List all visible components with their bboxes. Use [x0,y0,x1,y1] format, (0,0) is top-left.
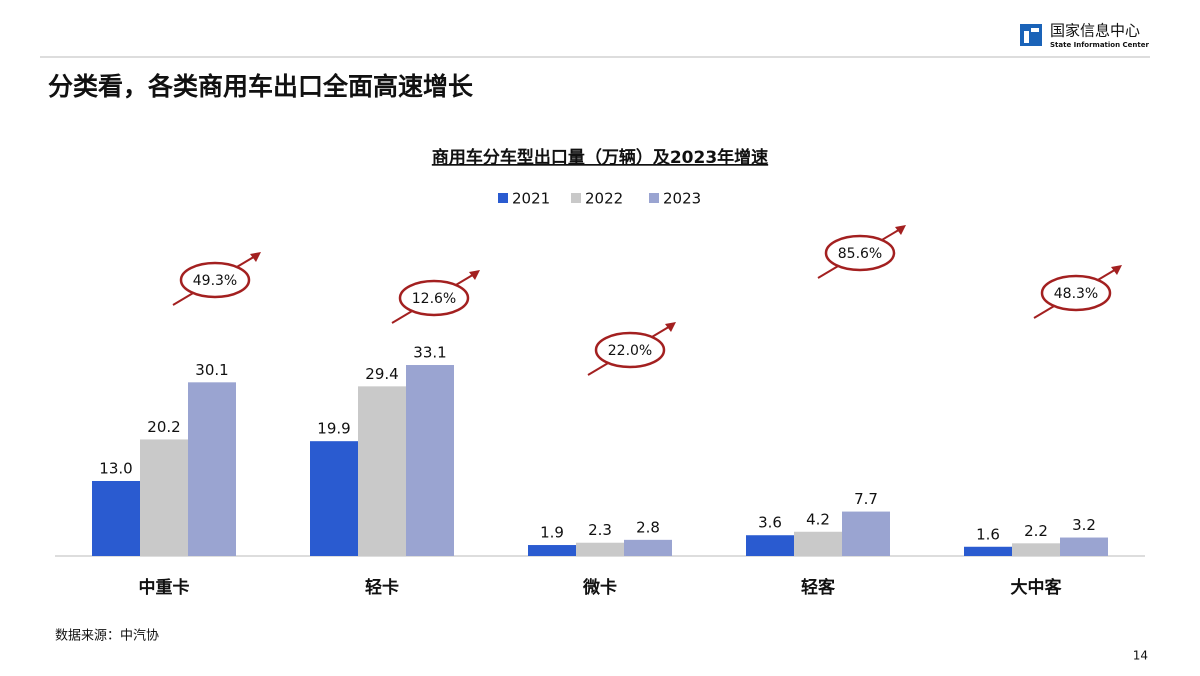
data-label: 4.2 [806,510,830,528]
data-label: 13.0 [99,459,132,477]
data-label: 33.1 [413,344,446,362]
legend-swatch [571,193,581,203]
data-label: 1.9 [540,524,564,542]
data-label: 2.2 [1024,522,1048,540]
bar [1012,543,1060,556]
legend-label: 2022 [585,190,623,208]
growth-label: 12.6% [412,291,456,307]
data-label: 1.6 [976,525,1000,543]
bar [310,441,358,556]
data-label: 2.3 [588,521,612,539]
growth-arrowhead [895,225,906,235]
growth-circle [398,279,470,317]
growth-circle [824,234,896,272]
data-label: 3.6 [758,514,782,532]
growth-circle [1040,274,1112,312]
growth-circle [179,261,251,299]
source-note: 数据来源：中汽协 [55,629,159,644]
bar [406,365,454,556]
bar [140,439,188,556]
growth-label: 48.3% [1054,286,1098,302]
data-label: 19.9 [317,420,350,438]
data-label: 3.2 [1072,516,1096,534]
x-tick-label: 轻卡 [365,577,399,598]
growth-label: 85.6% [838,246,882,262]
logo-cn: 国家信息中心 [1050,22,1140,40]
logo-en: State Information Center [1050,41,1149,49]
slide-title: 分类看，各类商用车出口全面高速增长 [48,72,474,101]
bar [964,546,1012,556]
bar [1060,537,1108,556]
chart-title: 商用车分车型出口量（万辆）及2023年增速 [432,147,768,168]
x-tick-label: 微卡 [582,577,617,598]
bar [746,535,794,556]
x-tick-label: 中重卡 [139,577,190,598]
bar [794,531,842,556]
page-number: 14 [1133,649,1148,663]
bar [576,542,624,556]
logo-icon [1020,24,1042,46]
growth-arrowhead [250,252,261,262]
x-tick-label: 轻客 [801,577,836,598]
growth-arrowhead [665,322,676,332]
legend-label: 2021 [512,190,550,208]
data-label: 2.8 [636,518,660,536]
growth-label: 49.3% [193,273,237,289]
bar [188,382,236,556]
bar [358,386,406,556]
bar [528,545,576,556]
growth-circle [594,331,666,369]
bar [92,480,140,556]
x-tick-label: 大中客 [1011,577,1063,598]
legend-label: 2023 [663,190,701,208]
growth-arrowhead [469,270,480,280]
data-label: 29.4 [365,365,398,383]
data-label: 30.1 [195,361,228,379]
growth-arrowhead [1111,265,1122,275]
bar [842,511,890,556]
legend-swatch [649,193,659,203]
data-label: 7.7 [854,490,878,508]
legend-swatch [498,193,508,203]
growth-label: 22.0% [608,343,652,359]
data-label: 20.2 [147,418,180,436]
bar [624,539,672,556]
